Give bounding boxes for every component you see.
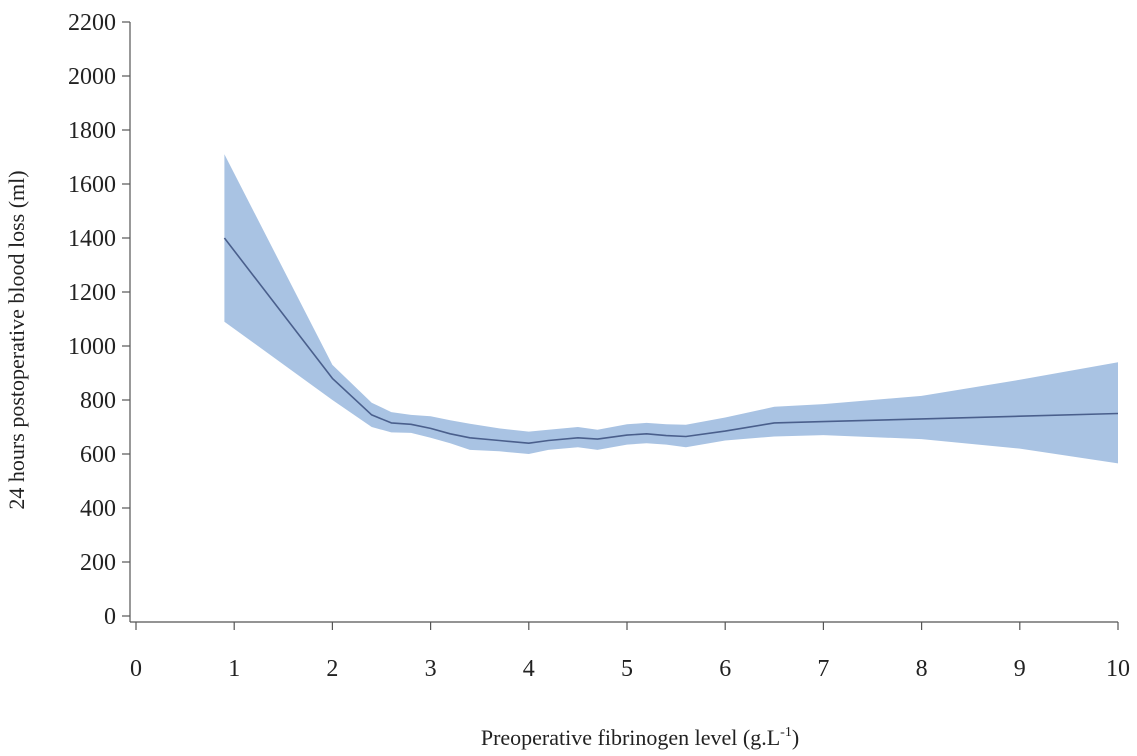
x-tick-label: 2 [326, 656, 338, 682]
x-tick-label: 3 [425, 656, 437, 682]
y-tick-label: 1800 [68, 118, 116, 144]
y-tick-label: 2200 [68, 10, 116, 36]
x-axis-title-superscript: -1 [780, 725, 792, 740]
y-axis-title: 24 hours postoperative blood loss (ml) [4, 170, 29, 509]
x-tick-label: 10 [1106, 656, 1130, 682]
y-tick-label: 800 [80, 388, 116, 414]
x-tick-label: 0 [130, 656, 142, 682]
series-line [223, 237, 1119, 445]
y-tick-label: 200 [80, 550, 116, 576]
y-tick-label: 1400 [68, 226, 116, 252]
y-tick-label: 0 [104, 604, 116, 630]
x-tick-label: 8 [916, 656, 928, 682]
x-axis-title-main: Preoperative fibrinogen level (g.L [481, 725, 780, 750]
x-axis-title: Preoperative fibrinogen level (g.L-1) [481, 725, 799, 750]
x-axis-ticks: 0 1 2 3 4 5 6 7 8 9 10 [130, 622, 1130, 682]
x-tick-label: 7 [817, 656, 829, 682]
y-tick-label: 1000 [68, 334, 116, 360]
y-tick-label: 1600 [68, 172, 116, 198]
series-line-layer [223, 237, 1119, 445]
y-tick-label: 600 [80, 442, 116, 468]
x-tick-label: 6 [719, 656, 731, 682]
x-tick-label: 9 [1014, 656, 1026, 682]
confidence-band-layer [224, 154, 1118, 464]
y-tick-label: 400 [80, 496, 116, 522]
confidence-band [224, 154, 1118, 464]
x-tick-label: 4 [523, 656, 535, 682]
x-tick-label: 5 [621, 656, 633, 682]
y-tick-label: 1200 [68, 280, 116, 306]
axes [129, 22, 1118, 623]
x-axis-title-close: ) [792, 725, 799, 750]
x-tick-label: 1 [228, 656, 240, 682]
y-axis-ticks: 0 200 400 600 800 1000 1200 1400 1600 1800 2000 220… [68, 10, 130, 630]
y-tick-label: 2000 [68, 64, 116, 90]
